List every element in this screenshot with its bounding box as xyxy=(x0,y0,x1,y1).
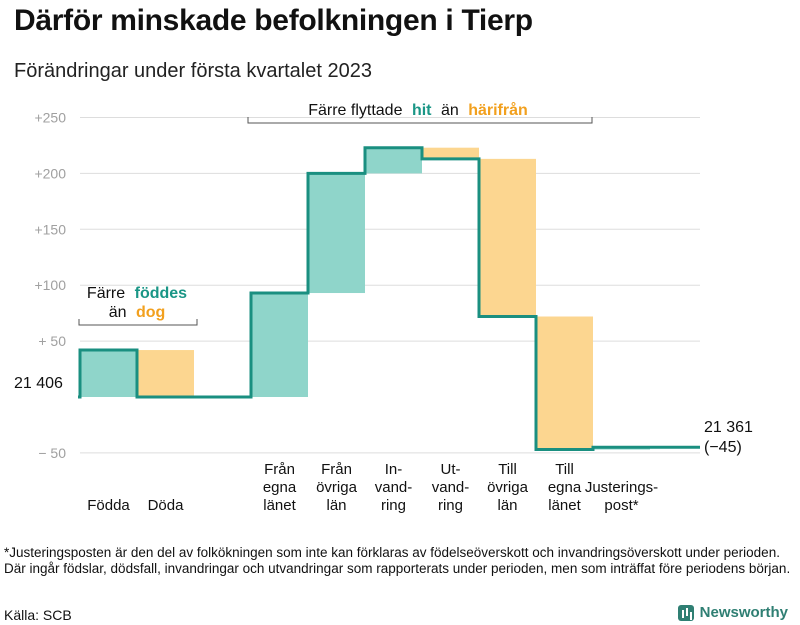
moves-bracket xyxy=(247,117,593,124)
category-label: Justerings-post* xyxy=(585,479,658,514)
waterfall-bar xyxy=(80,350,137,397)
category-label: Till övriga län xyxy=(487,461,529,514)
births-annot-orange: dog xyxy=(136,304,165,321)
moves-annotation: Färre flyttade hit än härifrån xyxy=(247,101,593,124)
bars xyxy=(80,147,650,450)
waterfall-bar xyxy=(251,293,308,397)
start-value-label: 21 406 xyxy=(14,375,63,392)
chart-subtitle: Förändringar under första kvartalet 2023 xyxy=(14,60,372,82)
chart-title: Därför minskade befolkningen i Tierp xyxy=(14,4,533,37)
chart-logo-icon xyxy=(677,604,694,621)
svg-text:än dog: än dog xyxy=(109,304,166,321)
end-value-label: 21 361 xyxy=(704,419,753,436)
waterfall-bar xyxy=(479,158,536,317)
y-tick-label: +150 xyxy=(34,221,66,237)
y-tick-label: +100 xyxy=(34,277,66,293)
births-annot-teal: föddes xyxy=(135,285,188,302)
footnote: *Justeringsposten är den del av folkökni… xyxy=(4,545,791,576)
category-label: Till egna länet xyxy=(548,461,582,514)
category-label: Döda xyxy=(148,497,185,514)
category-label: Ut-vand-ring xyxy=(432,461,470,514)
waterfall-bar xyxy=(422,147,479,159)
category-label: In-vand-ring xyxy=(375,461,413,514)
category-label: Födda xyxy=(87,497,130,514)
source-credit: Källa: SCB xyxy=(4,607,72,623)
category-labels: Födda Döda Från egna länet Från övriga län In-va… xyxy=(87,461,658,514)
svg-text:Färre föddes: Färre föddes xyxy=(87,285,187,302)
category-label: Från övriga län xyxy=(316,461,358,514)
brand-logo: Newsworthy xyxy=(677,604,788,621)
y-tick-label: +250 xyxy=(34,110,66,126)
waterfall-bar xyxy=(308,173,365,294)
moves-annot-teal: hit xyxy=(412,102,432,119)
waterfall-chart: +250 +200 +150 +100 + 50 − 50 Födda Döda Från eg… xyxy=(14,101,753,514)
y-tick-label: + 50 xyxy=(38,333,66,349)
moves-annot-orange: härifrån xyxy=(468,101,528,119)
y-axis-ticks: +250 +200 +150 +100 + 50 − 50 xyxy=(34,110,66,461)
end-change-label: (−45) xyxy=(704,439,742,456)
cumulative-step-line xyxy=(78,146,700,451)
moves-annot-text2: än xyxy=(441,102,459,119)
moves-annot-text: Färre flyttade xyxy=(308,102,402,119)
waterfall-bar xyxy=(137,350,194,397)
brand-name: Newsworthy xyxy=(699,604,788,621)
y-tick-label: − 50 xyxy=(38,445,66,461)
waterfall-bar xyxy=(365,147,422,174)
births-annotation: Färre föddes än dog xyxy=(78,285,198,326)
births-bracket xyxy=(78,319,198,326)
births-annot-text: Färre xyxy=(87,285,125,302)
y-tick-label: +200 xyxy=(34,165,66,181)
waterfall-bar xyxy=(536,316,593,450)
category-label: Från egna länet xyxy=(263,461,297,514)
svg-text:Färre flyttade hit: Färre flyttade hit än härifrån xyxy=(308,101,528,119)
births-annot-text2: än xyxy=(109,304,127,321)
